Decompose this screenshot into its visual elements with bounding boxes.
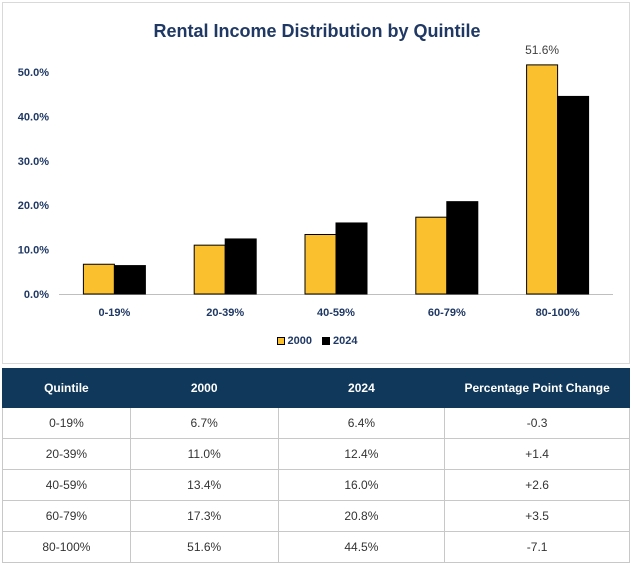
data-label: 51.6% (525, 43, 559, 57)
y-tick-label: 0.0% (24, 289, 49, 301)
bar-2000-80-100% (526, 64, 559, 295)
table-header-cell: 2024 (277, 368, 446, 408)
x-tick-label: 60-79% (428, 307, 466, 319)
bar-2024-60-79% (446, 201, 479, 295)
table-row: 40-59% 13.4% 16.0% +2.6 (2, 469, 630, 501)
table-cell: 40-59% (2, 469, 131, 501)
table-cell: 44.5% (277, 531, 446, 563)
table-cell: +1.4 (444, 438, 630, 470)
x-tick-label: 20-39% (206, 307, 244, 319)
bar-2024-40-59% (335, 222, 368, 295)
bar-2024-80-100% (557, 95, 590, 295)
legend-swatch (276, 337, 285, 345)
legend-label: 2024 (333, 335, 358, 347)
y-tick-label: 20.0% (18, 200, 49, 212)
bar-2000-20-39% (193, 244, 226, 295)
table-cell: 11.0% (129, 438, 279, 470)
table-row: 60-79% 17.3% 20.8% +3.5 (2, 500, 630, 532)
table-cell: 17.3% (129, 500, 279, 532)
table-cell: 16.0% (277, 469, 446, 501)
bar-2000-0-19% (82, 263, 115, 295)
table-cell: 20-39% (2, 438, 131, 470)
table-cell: 12.4% (277, 438, 446, 470)
bar-2000-60-79% (415, 216, 448, 295)
table-row: 0-19% 6.7% 6.4% -0.3 (2, 407, 630, 439)
legend-swatch (322, 337, 330, 345)
table-cell: 80-100% (2, 531, 131, 563)
table-header-cell: Quintile (2, 368, 131, 408)
chart-panel: Rental Income Distribution by Quintile 0… (2, 2, 630, 364)
y-tick-label: 40.0% (18, 111, 49, 123)
bar-2024-20-39% (224, 238, 257, 295)
table-row: 20-39% 11.0% 12.4% +1.4 (2, 438, 630, 470)
table-cell: +2.6 (444, 469, 630, 501)
table-cell: 60-79% (2, 500, 131, 532)
data-table: Quintile 2000 2024 Percentage Point Change … (2, 368, 630, 563)
chart-title: Rental Income Distribution by Quintile (153, 21, 481, 41)
table-header-cell: Percentage Point Change (444, 368, 630, 408)
legend-item-2024: 2024 (322, 335, 357, 347)
table-cell: 20.8% (277, 500, 446, 532)
legend-label: 2000 (287, 335, 312, 347)
bar-chart: 0.0% 10.0% 20.0% 30.0% 40.0% 50.0% 0-19% 20-39%… (18, 43, 613, 319)
table-row: 80-100% 51.6% 44.5% -7.1 (2, 531, 630, 563)
table-cell: 0-19% (2, 407, 131, 439)
table-cell: 6.7% (129, 407, 279, 439)
table-cell: -0.3 (444, 407, 630, 439)
table-cell: -7.1 (444, 531, 630, 563)
x-tick-label: 0-19% (99, 307, 131, 319)
bar-2000-40-59% (304, 234, 337, 295)
table-cell: +3.5 (444, 500, 630, 532)
table-cell: 6.4% (277, 407, 446, 439)
table-cell: 51.6% (129, 531, 279, 563)
y-tick-label: 50.0% (18, 67, 49, 79)
bar-2024-0-19% (113, 265, 146, 295)
x-tick-label: 80-100% (536, 307, 580, 319)
x-tick-label: 40-59% (317, 307, 355, 319)
table-header-cell: 2000 (129, 368, 279, 408)
y-tick-label: 30.0% (18, 156, 49, 168)
legend-item-2000: 2000 (276, 335, 312, 347)
chart-legend: 2000 2024 (3, 335, 631, 347)
y-tick-label: 10.0% (18, 245, 49, 257)
table-header-row: Quintile 2000 2024 Percentage Point Change (2, 368, 630, 408)
table-cell: 13.4% (129, 469, 279, 501)
table-body: 0-19% 6.7% 6.4% -0.3 20-39% 11.0% 12.4% +1.4 40-… (2, 407, 630, 563)
